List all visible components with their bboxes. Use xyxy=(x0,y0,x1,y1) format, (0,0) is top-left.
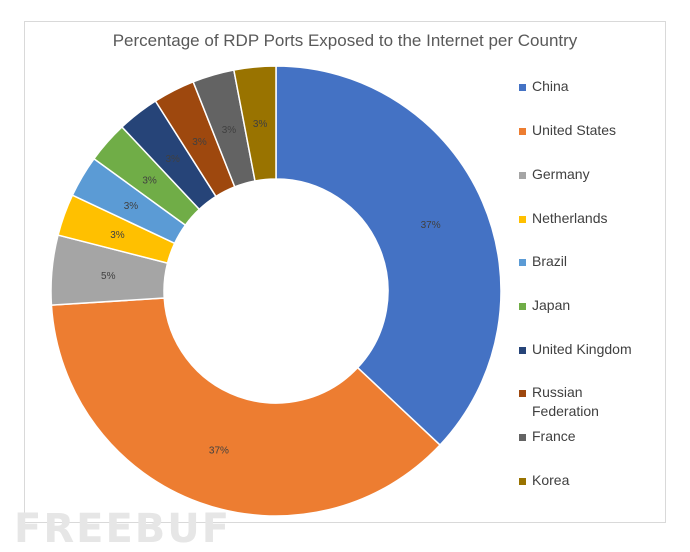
legend-swatch xyxy=(519,347,526,354)
legend-item-japan: Japan xyxy=(519,296,669,315)
legend-item-brazil: Brazil xyxy=(519,252,669,271)
data-label: 3% xyxy=(192,137,207,148)
data-label: 3% xyxy=(124,201,139,212)
legend-item-united-states: United States xyxy=(519,121,669,140)
legend-item-united-kingdom: United Kingdom xyxy=(519,340,669,359)
data-label: 3% xyxy=(253,119,268,130)
legend-swatch xyxy=(519,434,526,441)
data-label: 37% xyxy=(421,220,441,231)
legend-label: Japan xyxy=(532,297,571,313)
legend-swatch xyxy=(519,84,526,91)
legend-label: Korea xyxy=(532,472,570,488)
legend-item-china: China xyxy=(519,77,669,96)
legend-label: China xyxy=(532,78,569,94)
legend-label: Netherlands xyxy=(532,210,608,226)
legend-swatch xyxy=(519,128,526,135)
data-label: 3% xyxy=(165,154,180,165)
legend-item-russian-federation: Russian Federation xyxy=(519,383,669,421)
data-label: 5% xyxy=(101,271,116,282)
legend-item-germany: Germany xyxy=(519,165,669,184)
legend-label: France xyxy=(532,428,576,444)
legend-label: Germany xyxy=(532,166,590,182)
legend-swatch xyxy=(519,216,526,223)
legend-label: Brazil xyxy=(532,253,568,269)
legend-label: United States xyxy=(532,122,617,138)
data-label: 3% xyxy=(110,230,125,241)
slice-korea xyxy=(232,65,277,182)
legend-item-france: France xyxy=(519,427,669,446)
slice-china xyxy=(275,65,502,447)
legend-swatch xyxy=(519,259,526,266)
slices xyxy=(50,65,502,517)
legend-swatch xyxy=(519,303,526,310)
legend-swatch xyxy=(519,172,526,179)
data-label: 3% xyxy=(142,176,157,187)
legend-swatch xyxy=(519,478,526,485)
legend-label: United Kingdom xyxy=(532,341,632,357)
data-label: 37% xyxy=(209,446,229,457)
chart-title: Percentage of RDP Ports Exposed to the I… xyxy=(112,31,578,50)
watermark: FREEBUF xyxy=(14,506,232,552)
legend-item-korea: Korea xyxy=(519,471,669,490)
data-labels: 37% 37% 5% 3% 3% 3% 3% 3% 3% 3% xyxy=(101,119,441,456)
data-label: 3% xyxy=(222,125,237,136)
legend-swatch xyxy=(519,390,526,397)
legend-label: Russian Federation xyxy=(532,384,599,419)
slice-united-states xyxy=(50,297,442,517)
legend-item-netherlands: Netherlands xyxy=(519,209,669,228)
